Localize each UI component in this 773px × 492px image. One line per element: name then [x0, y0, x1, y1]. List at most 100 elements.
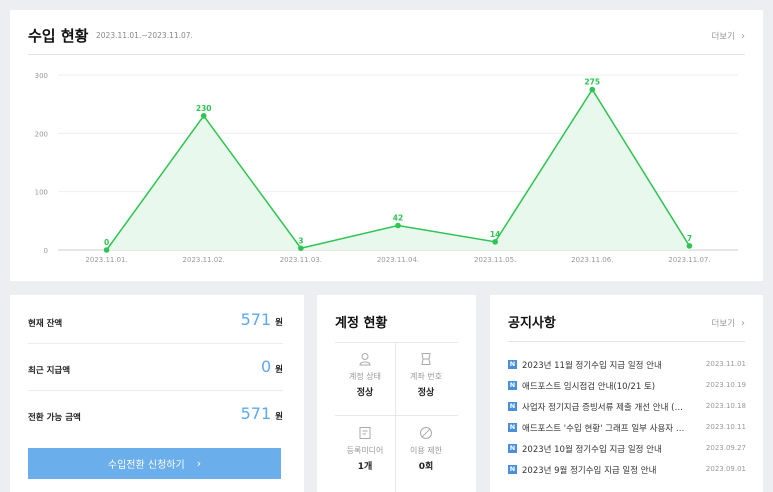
notice-item-date: 2023.09.01 — [705, 465, 746, 473]
data-label: 275 — [584, 78, 600, 87]
balance-label: 최근 지급액 — [28, 366, 71, 376]
account-title: 계정 현황 — [335, 316, 388, 331]
data-label: 42 — [393, 214, 403, 223]
balance-unit: 원 — [275, 365, 283, 375]
ban-icon — [420, 427, 432, 439]
account-cell-value: 정상 — [356, 388, 374, 398]
account-cell-media: 등록미디어 1개 — [335, 426, 395, 472]
series-area — [106, 89, 690, 250]
notice-item-text: 2023년 9월 정기수입 지급 일정 안내 — [522, 466, 657, 476]
data-label: 14 — [490, 230, 500, 239]
account-cell-value: 0회 — [418, 462, 434, 472]
notice-item[interactable]: N 2023년 11월 정기수입 지급 일정 안내 2023.11.01 — [508, 358, 746, 372]
data-point — [395, 222, 401, 229]
revenue-chart: 0 100 200 300 2023.11.01. 2023.11.02. 2023.11.… — [35, 72, 738, 264]
revenue-title: 수입 현황 — [28, 27, 89, 45]
convert-request-button[interactable]: 수입전환 신청하기 › — [28, 448, 281, 479]
notice-more-label: 더보기 — [711, 319, 735, 329]
revenue-date-range: 2023.11.01.~2023.11.07. — [96, 31, 193, 40]
balance-unit: 원 — [275, 412, 283, 422]
data-point — [589, 86, 596, 93]
notice-item-date: 2023.11.01 — [705, 360, 746, 368]
revenue-card: 수입 현황 2023.11.01.~2023.11.07. 더보기 › 0 100 2… — [10, 10, 763, 281]
data-label: 3 — [298, 236, 303, 245]
x-tick-label: 2023.11.01. — [85, 256, 127, 264]
chevron-right-icon: › — [741, 318, 745, 329]
balance-amount-value: 571 — [240, 404, 272, 423]
notice-item-date: 2023.09.27 — [705, 444, 746, 452]
x-tick-label: 2023.11.06. — [571, 256, 613, 264]
balance-amount: 571 원 — [241, 404, 283, 423]
balance-label: 현재 잔액 — [28, 319, 63, 329]
balance-unit: 원 — [275, 318, 283, 328]
account-cell-label: 계좌 번호 — [410, 372, 442, 381]
x-tick-label: 2023.11.02. — [183, 256, 225, 264]
notice-item-date: 2023.10.11 — [705, 423, 746, 431]
new-badge-icon: N — [508, 465, 517, 474]
notice-card: 공지사항 더보기 › N 2023년 11월 정기수입 지급 일정 안내 2023… — [490, 295, 763, 492]
account-cell-status: 계정 상태 정상 — [335, 352, 395, 398]
balance-amount: 571 원 — [241, 310, 283, 329]
account-cell-restriction: 이용 제한 0회 — [396, 426, 456, 472]
account-divider — [335, 415, 458, 416]
notice-title: 공지사항 — [508, 316, 556, 331]
account-cell-label: 이용 제한 — [410, 446, 442, 455]
data-point — [298, 245, 304, 252]
y-tick-label: 300 — [35, 72, 48, 80]
new-badge-icon: N — [508, 360, 517, 369]
data-label: 0 — [104, 238, 109, 247]
data-point — [200, 113, 207, 119]
notice-item[interactable]: N 애드포스트 임시점검 안내(10/21 토) 2023.10.19 — [508, 379, 746, 393]
notice-item-text: 애드포스트 임시점검 안내(10/21 토) — [522, 382, 656, 392]
account-divider-vertical — [395, 343, 396, 492]
y-tick-label: 200 — [35, 130, 48, 138]
account-cell-label: 등록미디어 — [346, 446, 384, 455]
convert-request-label: 수입전환 신청하기 — [107, 460, 185, 471]
account-divider — [335, 342, 458, 343]
balance-row-current: 현재 잔액 571 원 — [28, 297, 283, 344]
notice-item-date: 2023.10.18 — [705, 402, 746, 410]
notice-item-text: 사업자 정기지급 증빙서류 제출 개선 안내 (… — [522, 403, 683, 413]
revenue-more-link[interactable]: 더보기 › — [712, 30, 745, 42]
data-point — [492, 239, 498, 245]
data-point — [103, 247, 110, 253]
balance-row-convertible: 전환 가능 금액 571 원 — [28, 391, 283, 438]
notice-more-link[interactable]: 더보기 › — [712, 317, 745, 329]
x-tick-label: 2023.11.03. — [280, 256, 322, 264]
document-icon — [359, 427, 371, 439]
data-label: 230 — [196, 104, 212, 113]
y-tick-label: 100 — [35, 189, 48, 197]
new-badge-icon: N — [508, 423, 517, 432]
account-cell-label: 계정 상태 — [349, 372, 381, 381]
chevron-right-icon: › — [196, 457, 202, 470]
card-icon — [421, 353, 431, 365]
balance-label: 전환 가능 금액 — [28, 413, 81, 423]
y-tick-label: 0 — [44, 247, 48, 255]
revenue-divider — [28, 54, 745, 55]
new-badge-icon: N — [508, 402, 517, 411]
chevron-right-icon: › — [741, 31, 745, 42]
notice-item-text: 애드포스트 '수입 현황' 그래프 일부 사용자 … — [522, 424, 685, 434]
x-tick-label: 2023.11.05. — [474, 256, 516, 264]
notice-item-text: 2023년 11월 정기수입 지급 일정 안내 — [522, 361, 662, 371]
notice-item[interactable]: N 2023년 10월 정기수입 지급 일정 안내 2023.09.27 — [508, 442, 746, 456]
data-label: 7 — [687, 234, 692, 243]
notice-item[interactable]: N 사업자 정기지급 증빙서류 제출 개선 안내 (… 2023.10.18 — [508, 400, 746, 414]
notice-item-text: 2023년 10월 정기수입 지급 일정 안내 — [522, 445, 662, 455]
user-icon — [359, 353, 371, 366]
notice-item[interactable]: N 2023년 9월 정기수입 지급 일정 안내 2023.09.01 — [508, 463, 746, 477]
x-tick-label: 2023.11.07. — [668, 256, 710, 264]
notice-item-date: 2023.10.19 — [705, 381, 746, 389]
account-cell-bank: 계좌 번호 정상 — [396, 352, 456, 398]
new-badge-icon: N — [508, 444, 517, 453]
x-tick-label: 2023.11.04. — [377, 256, 419, 264]
notice-divider — [508, 341, 745, 342]
account-cell-value: 1개 — [357, 462, 373, 472]
new-badge-icon: N — [508, 381, 517, 390]
revenue-more-label: 더보기 — [711, 32, 735, 42]
notice-item[interactable]: N 애드포스트 '수입 현황' 그래프 일부 사용자 … 2023.10.11 — [508, 421, 746, 435]
account-card: 계정 현황 계정 상태 정상 계좌 번호 정상 등록미디어 1개 이용 제한 — [317, 295, 476, 492]
